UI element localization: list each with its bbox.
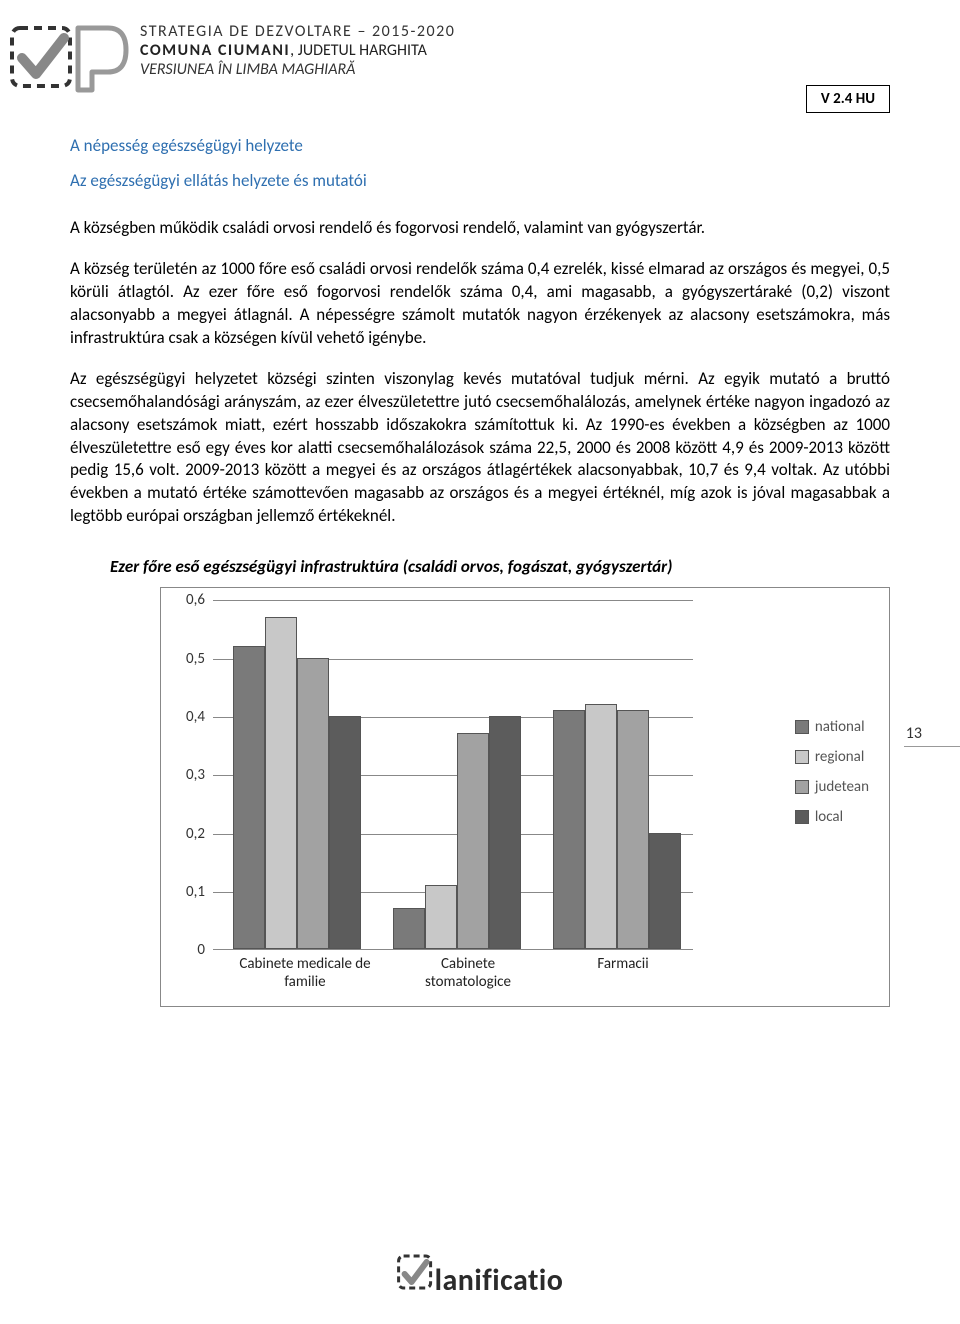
chart-y-label: 0 (173, 941, 205, 959)
chart-bar-group (393, 716, 521, 949)
chart-bar (297, 658, 329, 950)
paragraph-1: A községben működik családi orvosi rende… (70, 217, 890, 240)
bar-chart: 0 0,1 0,2 0,3 0,4 0,5 0,6 Cabinete medicale de … (160, 587, 890, 1007)
chart-legend-item: regional (795, 748, 869, 766)
paragraph-3: Az egészségügyi helyzetet községi szinte… (70, 368, 890, 529)
footer-check-icon (397, 1254, 433, 1290)
header-subtitle: COMUNA CIUMANI, JUDETUL HARGHITA (140, 41, 960, 60)
chart-bar (393, 908, 425, 949)
chart-legend-swatch (795, 720, 809, 734)
chart-legend-item: judetean (795, 778, 869, 796)
header-logo (10, 20, 130, 95)
chart-legend-swatch (795, 750, 809, 764)
chart-bar (553, 710, 585, 949)
header-judet: , JUDETUL HARGHITA (290, 41, 427, 60)
chart-x-label: Cabinete stomatologice (408, 955, 528, 991)
page-number: 13 (906, 724, 922, 743)
chart-gridline (213, 600, 693, 601)
chart-title: Ezer főre eső egészségügyi infrastruktúr… (110, 556, 890, 577)
chart-legend: national regional judetean local (795, 718, 869, 838)
chart-bar (617, 710, 649, 949)
chart-bar (265, 617, 297, 950)
chart-bar (233, 646, 265, 949)
chart-x-label: Cabinete medicale de familie (225, 955, 385, 991)
chart-y-label: 0,5 (173, 650, 205, 668)
paragraph-2: A község területén az 1000 főre eső csal… (70, 258, 890, 350)
chart-y-label: 0,6 (173, 591, 205, 609)
chart-bar (457, 733, 489, 949)
chart-bar (649, 833, 681, 950)
header-commune: COMUNA CIUMANI (140, 41, 290, 60)
footer-brand-text: lanificatio (435, 1262, 564, 1299)
chart-legend-swatch (795, 780, 809, 794)
chart-bar (489, 716, 521, 949)
chart-x-label: Farmacii (573, 955, 673, 973)
chart-y-label: 0,2 (173, 825, 205, 843)
header-text-block: STRATEGIA DE DEZVOLTARE – 2015-2020 COMU… (140, 20, 960, 79)
chart-legend-label: regional (815, 748, 864, 766)
header-title: STRATEGIA DE DEZVOLTARE – 2015-2020 (140, 22, 960, 41)
chart-y-label: 0,1 (173, 883, 205, 901)
chart-bar-group (233, 617, 361, 950)
section-heading-1: A népesség egészségügyi helyzete (70, 135, 890, 156)
chart-bar-group (553, 704, 681, 949)
chart-legend-swatch (795, 810, 809, 824)
chart-bar (585, 704, 617, 949)
chart-bar (425, 885, 457, 949)
chart-legend-item: national (795, 718, 869, 736)
main-content: A népesség egészségügyi helyzete Az egés… (0, 95, 960, 1007)
document-header: STRATEGIA DE DEZVOLTARE – 2015-2020 COMU… (0, 0, 960, 95)
header-version-lang: VERSIUNEA ÎN LIMBA MAGHIARĂ (140, 60, 960, 79)
section-heading-2: Az egészségügyi ellátás helyzete és muta… (70, 170, 890, 191)
chart-plot-area: 00,10,20,30,40,50,6Cabinete medicale de … (213, 600, 693, 950)
chart-y-label: 0,3 (173, 766, 205, 784)
chart-legend-label: judetean (815, 778, 869, 796)
chart-y-label: 0,4 (173, 708, 205, 726)
chart-bar (329, 716, 361, 949)
chart-legend-label: local (815, 808, 843, 826)
chart-legend-label: national (815, 718, 865, 736)
footer-logo: lanificatio (397, 1254, 564, 1299)
version-box: V 2.4 HU (806, 85, 890, 113)
chart-legend-item: local (795, 808, 869, 826)
